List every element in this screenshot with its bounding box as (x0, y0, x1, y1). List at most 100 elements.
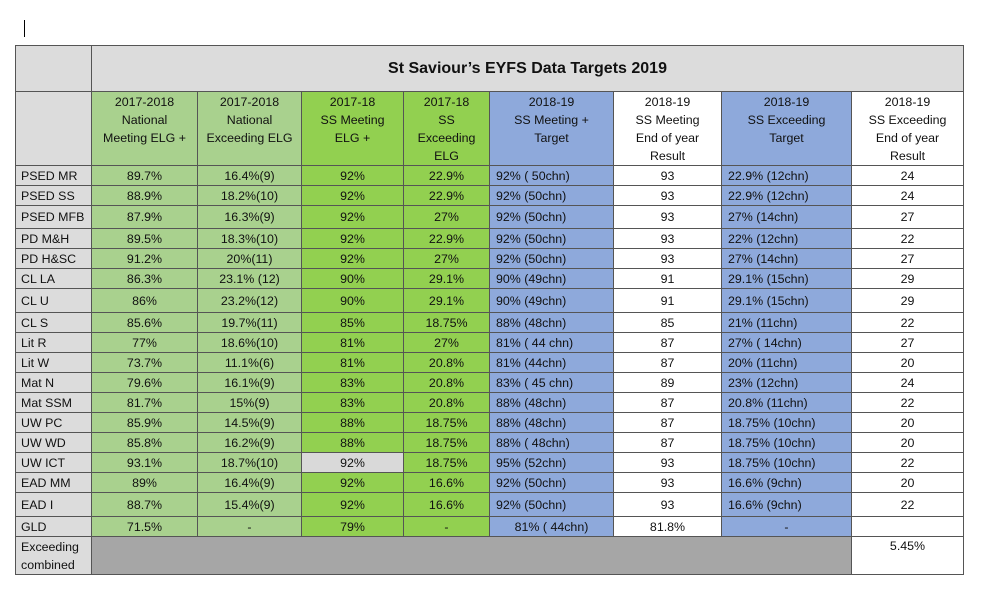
nat-meeting-cell: 79.6% (91, 372, 198, 393)
header-ss-meeting-target: 2018-19 SS Meeting + Target (489, 91, 614, 166)
nat-exceeding-cell: 23.2%(12) (197, 288, 302, 313)
exceeding-result-cell: 29 (851, 268, 964, 289)
meeting-target-cell: 90% (49chn) (489, 268, 614, 289)
nat-exceeding-cell: 16.1%(9) (197, 372, 302, 393)
meeting-result-cell: 93 (613, 205, 722, 229)
ss-meeting-cell: 88% (301, 432, 404, 453)
nat-meeting-cell: 89.5% (91, 228, 198, 249)
meeting-result-cell: 93 (613, 165, 722, 186)
nat-exceeding-cell: 18.2%(10) (197, 185, 302, 206)
ss-meeting-cell: 90% (301, 288, 404, 313)
meeting-result-cell: 81.8% (613, 516, 722, 537)
ss-meeting-cell: 92% (301, 205, 404, 229)
ss-exceeding-cell: - (403, 516, 490, 537)
exceeding-target-cell: 20.8% (11chn) (721, 392, 852, 413)
text-cursor (24, 20, 25, 37)
table-row: PSED MFB 87.9% 16.3%(9) 92% 27% 92% (50chn) 93… (15, 205, 964, 229)
exceeding-target-cell: 18.75% (10chn) (721, 452, 852, 473)
ss-exceeding-cell: 18.75% (403, 412, 490, 433)
header-ss-exceeding-result: 2018-19 SS Exceeding End of year Result (851, 91, 964, 166)
meeting-target-cell: 92% (50chn) (489, 228, 614, 249)
exceeding-target-cell: 16.6% (9chn) (721, 472, 852, 493)
meeting-target-cell: 92% (50chn) (489, 248, 614, 269)
meeting-result-cell: 87 (613, 412, 722, 433)
header-ss-exceeding-target: 2018-19 SS Exceeding Target (721, 91, 852, 166)
ss-exceeding-cell: 29.1% (403, 288, 490, 313)
ss-meeting-cell: 92% (301, 248, 404, 269)
ss-exceeding-cell: 20.8% (403, 392, 490, 413)
ss-meeting-cell: 92% (301, 472, 404, 493)
exceeding-target-cell: - (721, 516, 852, 537)
row-label: UW ICT (15, 452, 92, 473)
header-ss-meeting: 2017-18 SS Meeting ELG + (301, 91, 404, 166)
exceeding-result-cell: 27 (851, 332, 964, 353)
table-row: UW WD 85.8% 16.2%(9) 88% 18.75% 88% ( 48chn) 8… (15, 432, 964, 453)
row-label: Lit R (15, 332, 92, 353)
row-label: Mat N (15, 372, 92, 393)
row-label: EAD I (15, 492, 92, 517)
exceeding-target-cell: 21% (11chn) (721, 312, 852, 333)
ss-exceeding-cell: 22.9% (403, 165, 490, 186)
meeting-result-cell: 93 (613, 452, 722, 473)
exceeding-result-cell: 29 (851, 288, 964, 313)
nat-meeting-cell: 89% (91, 472, 198, 493)
meeting-result-cell: 93 (613, 228, 722, 249)
ss-exceeding-cell: 20.8% (403, 372, 490, 393)
row-label: PD M&H (15, 228, 92, 249)
exceeding-target-cell: 20% (11chn) (721, 352, 852, 373)
exceeding-target-cell: 22% (12chn) (721, 228, 852, 249)
row-label: GLD (15, 516, 92, 537)
nat-exceeding-cell: 16.4%(9) (197, 472, 302, 493)
nat-exceeding-cell: 14.5%(9) (197, 412, 302, 433)
exceeding-target-cell: 22.9% (12chn) (721, 165, 852, 186)
ss-meeting-cell: 92% (301, 228, 404, 249)
meeting-target-cell: 92% (50chn) (489, 205, 614, 229)
meeting-target-cell: 83% ( 45 chn) (489, 372, 614, 393)
exceeding-target-cell: 22.9% (12chn) (721, 185, 852, 206)
meeting-result-cell: 91 (613, 288, 722, 313)
meeting-target-cell: 88% (48chn) (489, 312, 614, 333)
nat-meeting-cell: 71.5% (91, 516, 198, 537)
ss-exceeding-cell: 27% (403, 332, 490, 353)
meeting-target-cell: 88% ( 48chn) (489, 432, 614, 453)
nat-meeting-cell: 91.2% (91, 248, 198, 269)
nat-meeting-cell: 73.7% (91, 352, 198, 373)
meeting-target-cell: 92% (50chn) (489, 185, 614, 206)
ss-meeting-cell: 92% (301, 492, 404, 517)
exceeding-target-cell: 27% (14chn) (721, 248, 852, 269)
table-row: PD H&SC 91.2% 20%(11) 92% 27% 92% (50chn) 93 27… (15, 248, 964, 269)
row-label: Mat SSM (15, 392, 92, 413)
ss-exceeding-cell: 18.75% (403, 432, 490, 453)
meeting-target-cell: 95% (52chn) (489, 452, 614, 473)
ss-meeting-cell: 92% (301, 185, 404, 206)
row-label: CL LA (15, 268, 92, 289)
meeting-target-cell: 81% (44chn) (489, 352, 614, 373)
ss-exceeding-cell: 22.9% (403, 228, 490, 249)
nat-exceeding-cell: 18.7%(10) (197, 452, 302, 473)
exceeding-result-cell: 20 (851, 432, 964, 453)
meeting-result-cell: 93 (613, 472, 722, 493)
filler-cell (91, 536, 852, 575)
exceeding-result-cell: 24 (851, 372, 964, 393)
table-row: PSED MR 89.7% 16.4%(9) 92% 22.9% 92% ( 50chn)… (15, 165, 964, 186)
ss-exceeding-cell: 29.1% (403, 268, 490, 289)
table-row: Lit W 73.7% 11.1%(6) 81% 20.8% 81% (44chn) 87 2… (15, 352, 964, 373)
nat-exceeding-cell: 20%(11) (197, 248, 302, 269)
ss-exceeding-cell: 27% (403, 248, 490, 269)
nat-meeting-cell: 85.6% (91, 312, 198, 333)
table-row: GLD 71.5% -79% -81% ( 44chn) 81.8% - (15, 516, 964, 537)
exceeding-result-cell: 22 (851, 452, 964, 473)
nat-meeting-cell: 87.9% (91, 205, 198, 229)
table-row: CL U 86% 23.2%(12) 90% 29.1% 90% (49chn) 91 29.… (15, 288, 964, 313)
meeting-target-cell: 90% (49chn) (489, 288, 614, 313)
ss-exceeding-cell: 20.8% (403, 352, 490, 373)
exceeding-target-cell: 29.1% (15chn) (721, 268, 852, 289)
meeting-target-cell: 81% ( 44 chn) (489, 332, 614, 353)
nat-exceeding-cell: 16.4%(9) (197, 165, 302, 186)
ss-meeting-cell: 92% (301, 165, 404, 186)
ss-meeting-cell: 81% (301, 332, 404, 353)
row-label: UW PC (15, 412, 92, 433)
exceeding-result-cell: 20 (851, 412, 964, 433)
nat-exceeding-cell: 18.3%(10) (197, 228, 302, 249)
table-row: Mat SSM 81.7% 15%(9) 83% 20.8% 88% (48chn) 87 2… (15, 392, 964, 413)
